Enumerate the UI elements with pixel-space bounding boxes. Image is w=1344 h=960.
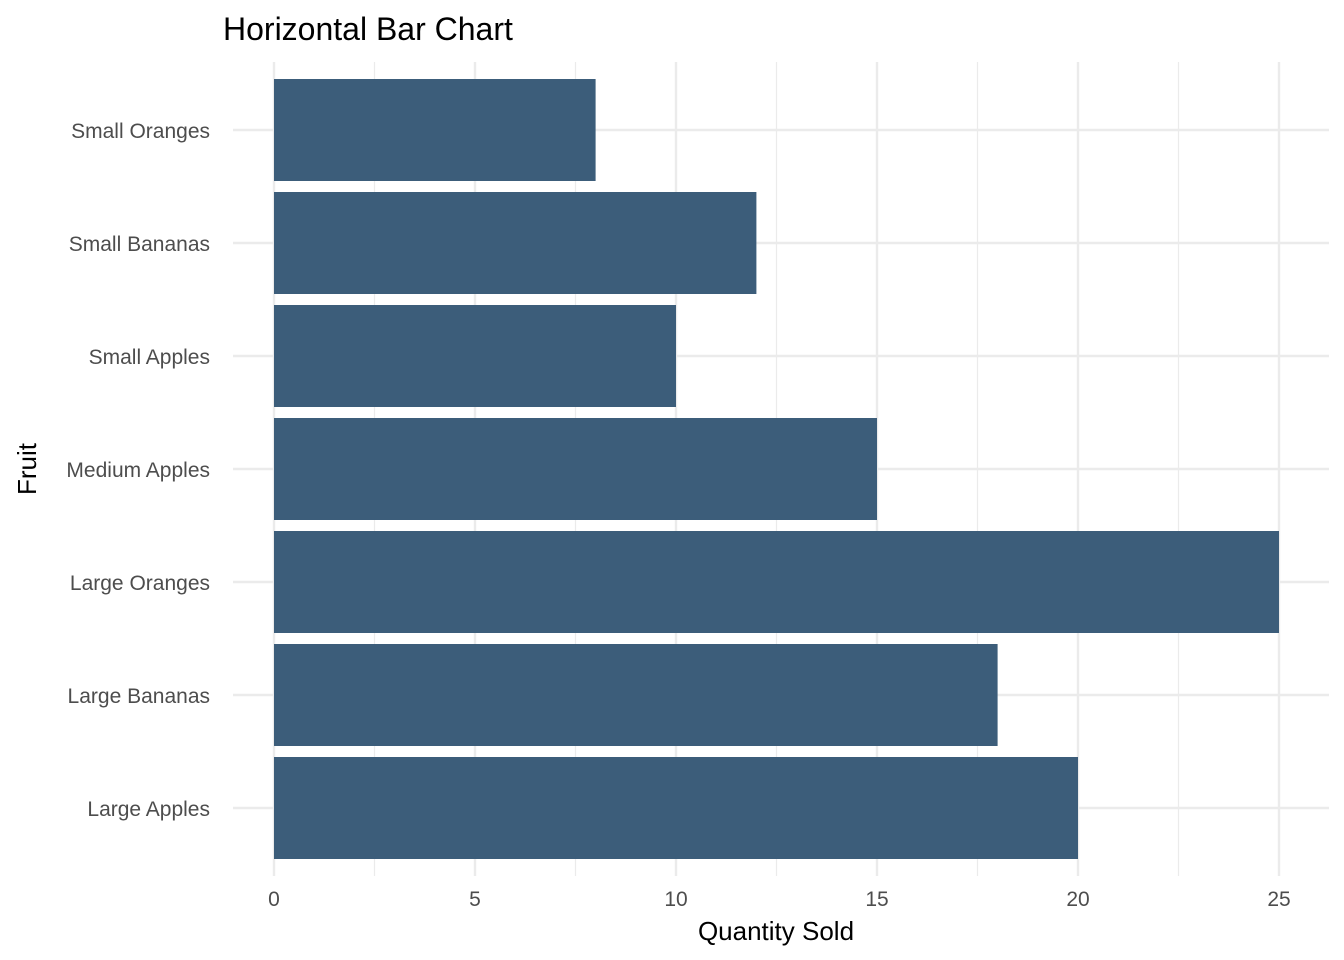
- y-tick-label: Large Oranges: [70, 572, 210, 595]
- y-axis-title: Fruit: [12, 442, 42, 495]
- chart-title: Horizontal Bar Chart: [223, 11, 513, 47]
- x-tick-label: 5: [469, 888, 481, 911]
- bar: [274, 192, 757, 294]
- y-tick-label: Medium Apples: [66, 459, 210, 482]
- x-tick-label: 25: [1267, 888, 1290, 911]
- x-tick-label: 0: [268, 888, 280, 911]
- y-tick-label: Small Bananas: [69, 233, 210, 256]
- x-axis-title: Quantity Sold: [698, 916, 854, 946]
- y-tick-label: Small Apples: [89, 346, 210, 369]
- y-tick-label: Large Bananas: [68, 685, 210, 708]
- x-axis-ticks: 0 5 10 15 20 25: [268, 888, 1291, 911]
- bar: [274, 531, 1279, 633]
- bar: [274, 79, 596, 181]
- bar: [274, 757, 1078, 859]
- bar: [274, 418, 877, 520]
- y-tick-label: Large Apples: [87, 798, 210, 821]
- x-tick-label: 20: [1066, 888, 1089, 911]
- bar: [274, 644, 998, 746]
- bar: [274, 305, 676, 407]
- x-tick-label: 10: [664, 888, 687, 911]
- y-axis-ticks: Large Apples Large Bananas Large Oranges Me…: [66, 120, 210, 821]
- y-tick-label: Small Oranges: [71, 120, 210, 143]
- bars-layer: [274, 79, 1279, 859]
- x-tick-label: 15: [865, 888, 888, 911]
